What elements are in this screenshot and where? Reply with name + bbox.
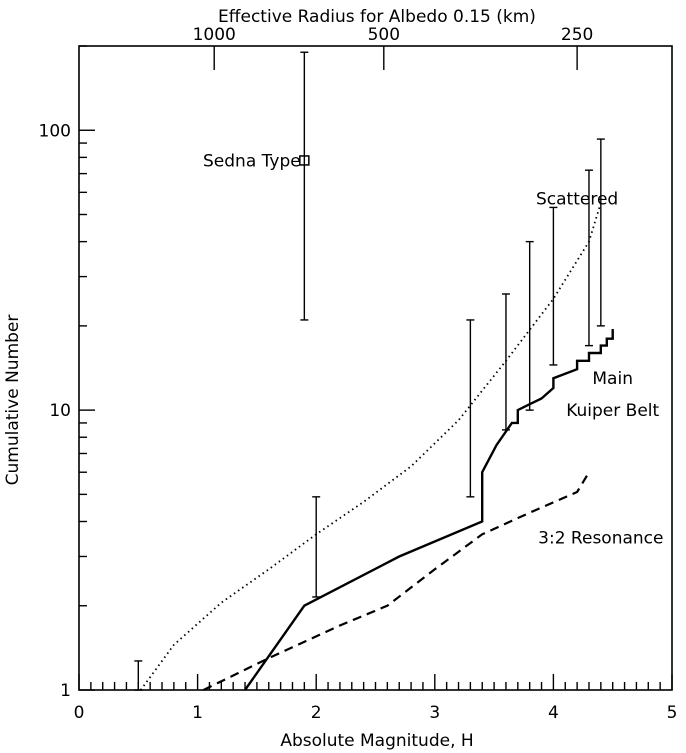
y-axis: 1 10 100 (39, 45, 95, 701)
plot-frame (78, 45, 673, 691)
x-tick-label: 1 (192, 703, 203, 723)
y-tick-label: 10 (49, 401, 71, 421)
top-tick-label: 250 (561, 25, 593, 45)
plot-border (78, 45, 673, 691)
x-tick-label: 3 (429, 703, 440, 723)
series-main-kuiper-belt (244, 329, 614, 691)
series-3-2-resonance (203, 471, 590, 691)
top-x-axis: 1000 500 250 (193, 25, 593, 70)
top-tick-label: 500 (368, 25, 400, 45)
top-axis-title: Effective Radius for Albedo 0.15 (km) (218, 7, 536, 27)
y-tick-label: 100 (39, 121, 71, 141)
annotation-3-2-resonance: 3:2 Resonance (538, 529, 663, 549)
y-tick-label: 1 (60, 681, 71, 701)
annotation-main: Main (592, 369, 633, 389)
annotation-scattered: Scattered (536, 190, 618, 210)
series-scattered (139, 202, 602, 691)
x-tick-label: 0 (74, 703, 85, 723)
bottom-x-axis: 0 1 2 3 4 5 (74, 674, 678, 723)
annotation-kuiper-belt: Kuiper Belt (566, 401, 659, 421)
error-bars (134, 51, 605, 691)
annotation-sedna-type: Sedna Type (203, 151, 301, 171)
x-tick-label: 4 (548, 703, 559, 723)
annotations: Sedna Type Scattered Main Kuiper Belt 3:2 Re… (203, 151, 663, 548)
x-axis-title: Absolute Magnitude, H (280, 731, 473, 751)
x-tick-label: 2 (311, 703, 322, 723)
x-tick-label: 5 (667, 703, 678, 723)
top-tick-label: 1000 (193, 25, 236, 45)
sedna-marker (299, 155, 310, 166)
y-axis-title: Cumulative Number (3, 315, 23, 486)
series-layer (139, 202, 614, 691)
